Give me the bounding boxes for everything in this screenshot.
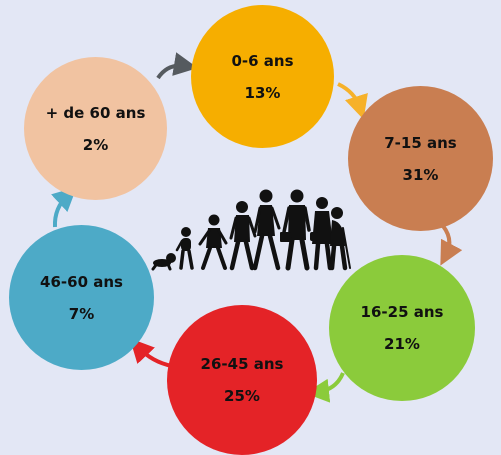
arrow-16-25-to-26-45 bbox=[305, 372, 345, 403]
age-label: + de 60 ans bbox=[45, 103, 146, 122]
teen-silhouette bbox=[229, 201, 257, 271]
age-percent: 21% bbox=[384, 335, 420, 353]
toddler-silhouette bbox=[175, 227, 194, 270]
age-label: 16-25 ans bbox=[360, 303, 444, 321]
elderly-woman-silhouette bbox=[310, 197, 333, 271]
age-circle-0-6: 0-6 ans 13% bbox=[191, 5, 334, 148]
age-label: 7-15 ans bbox=[384, 133, 457, 152]
adult-man-silhouette bbox=[280, 189, 311, 271]
age-circle-46-60: 46-60 ans 7% bbox=[9, 225, 154, 370]
arrow-60plus-to-0-6 bbox=[156, 52, 198, 80]
age-percent: 25% bbox=[224, 387, 260, 405]
baby-silhouette bbox=[151, 253, 176, 271]
age-percent: 7% bbox=[68, 304, 95, 323]
age-percent: 2% bbox=[82, 135, 109, 154]
arrow-46-60-to-60plus bbox=[51, 186, 77, 228]
age-label: 46-60 ans bbox=[40, 272, 123, 291]
arrow-0-6-to-7-15 bbox=[337, 82, 368, 120]
age-label: 0-6 ans bbox=[231, 51, 294, 70]
age-percent: 31% bbox=[402, 165, 439, 184]
arrow-7-15-to-16-25 bbox=[440, 224, 463, 266]
elderly-man-silhouette bbox=[329, 207, 351, 271]
adult-woman-silhouette bbox=[252, 189, 281, 271]
age-circle-60-plus: + de 60 ans 2% bbox=[24, 57, 167, 200]
age-circle-16-25: 16-25 ans 21% bbox=[329, 255, 475, 401]
age-circle-7-15: 7-15 ans 31% bbox=[348, 86, 493, 231]
child-silhouette bbox=[198, 214, 228, 270]
age-label: 26-45 ans bbox=[200, 355, 284, 373]
age-circle-26-45: 26-45 ans 25% bbox=[167, 305, 317, 455]
age-percent: 13% bbox=[244, 83, 281, 102]
